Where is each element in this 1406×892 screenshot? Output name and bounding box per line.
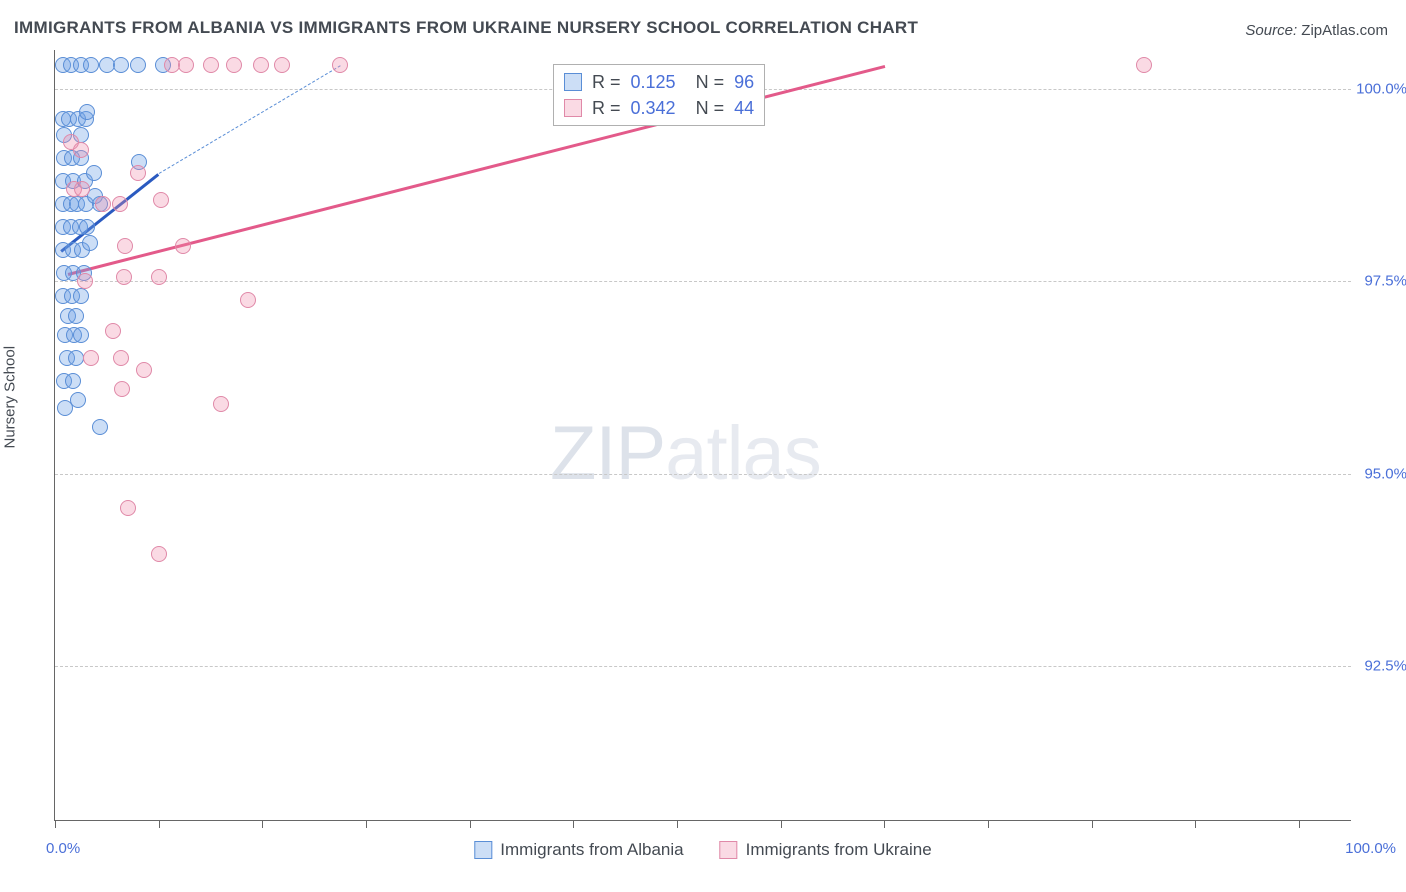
source-label: Source: — [1245, 22, 1297, 39]
scatter-point — [117, 238, 133, 254]
scatter-point — [68, 350, 84, 366]
y-tick-label: 95.0% — [1355, 465, 1406, 482]
scatter-point — [113, 350, 129, 366]
scatter-point — [120, 500, 136, 516]
chart-title: IMMIGRANTS FROM ALBANIA VS IMMIGRANTS FR… — [14, 18, 918, 38]
legend-swatch-icon — [720, 841, 738, 859]
scatter-plot-area: ZIPatlas 92.5%95.0%97.5%100.0% — [54, 50, 1351, 821]
gridline — [55, 666, 1351, 667]
scatter-point — [65, 373, 81, 389]
scatter-point — [82, 235, 98, 251]
source-name: ZipAtlas.com — [1301, 22, 1388, 39]
gridline — [55, 281, 1351, 282]
bottom-legend: Immigrants from Albania Immigrants from U… — [474, 840, 931, 860]
scatter-point — [79, 104, 95, 120]
scatter-point — [151, 546, 167, 562]
scatter-point — [1136, 57, 1152, 73]
x-tick — [1299, 820, 1300, 828]
x-tick — [159, 820, 160, 828]
scatter-point — [57, 400, 73, 416]
watermark-bold: ZIP — [550, 411, 665, 496]
correlation-stats-box: R = 0.125 N = 96R = 0.342 N = 44 — [553, 64, 765, 126]
scatter-point — [175, 238, 191, 254]
scatter-point — [274, 57, 290, 73]
legend-item: Immigrants from Ukraine — [720, 840, 932, 860]
source-attribution: Source: ZipAtlas.com — [1245, 22, 1388, 39]
x-tick — [470, 820, 471, 828]
scatter-point — [136, 362, 152, 378]
y-tick-label: 100.0% — [1355, 80, 1406, 97]
scatter-point — [332, 57, 348, 73]
stats-row: R = 0.125 N = 96 — [564, 69, 754, 95]
scatter-point — [95, 196, 111, 212]
legend-swatch-icon — [474, 841, 492, 859]
scatter-point — [83, 57, 99, 73]
scatter-point — [113, 57, 129, 73]
series-swatch-icon — [564, 73, 582, 91]
n-label: N = — [686, 98, 725, 119]
x-tick — [988, 820, 989, 828]
scatter-point — [73, 142, 89, 158]
scatter-point — [226, 57, 242, 73]
r-value: 0.342 — [631, 98, 676, 119]
legend-item: Immigrants from Albania — [474, 840, 683, 860]
y-tick-label: 97.5% — [1355, 273, 1406, 290]
scatter-point — [116, 269, 132, 285]
scatter-point — [74, 181, 90, 197]
scatter-point — [68, 308, 84, 324]
scatter-point — [77, 273, 93, 289]
scatter-point — [253, 57, 269, 73]
watermark-thin: atlas — [665, 411, 821, 496]
x-axis-max-label: 100.0% — [1345, 840, 1396, 857]
n-value: 96 — [734, 72, 754, 93]
scatter-point — [153, 192, 169, 208]
scatter-point — [83, 350, 99, 366]
x-tick — [884, 820, 885, 828]
r-label: R = — [592, 72, 621, 93]
x-tick — [677, 820, 678, 828]
x-tick — [262, 820, 263, 828]
scatter-point — [130, 57, 146, 73]
x-tick — [781, 820, 782, 828]
x-tick — [1195, 820, 1196, 828]
scatter-point — [105, 323, 121, 339]
scatter-point — [178, 57, 194, 73]
scatter-point — [130, 165, 146, 181]
scatter-point — [151, 269, 167, 285]
scatter-point — [73, 288, 89, 304]
legend-label: Immigrants from Albania — [500, 840, 683, 860]
x-tick — [366, 820, 367, 828]
r-value: 0.125 — [631, 72, 676, 93]
extrapolation-line — [158, 65, 340, 174]
n-label: N = — [686, 72, 725, 93]
scatter-point — [86, 165, 102, 181]
x-axis-min-label: 0.0% — [46, 840, 80, 857]
watermark-text: ZIPatlas — [550, 410, 821, 497]
scatter-point — [203, 57, 219, 73]
scatter-point — [112, 196, 128, 212]
scatter-point — [92, 419, 108, 435]
scatter-point — [240, 292, 256, 308]
scatter-point — [79, 219, 95, 235]
scatter-point — [213, 396, 229, 412]
legend-label: Immigrants from Ukraine — [746, 840, 932, 860]
series-swatch-icon — [564, 99, 582, 117]
scatter-point — [73, 327, 89, 343]
y-axis-label: Nursery School — [2, 346, 19, 449]
x-tick — [573, 820, 574, 828]
y-tick-label: 92.5% — [1355, 658, 1406, 675]
stats-row: R = 0.342 N = 44 — [564, 95, 754, 121]
r-label: R = — [592, 98, 621, 119]
x-tick — [55, 820, 56, 828]
n-value: 44 — [734, 98, 754, 119]
x-tick — [1092, 820, 1093, 828]
scatter-point — [114, 381, 130, 397]
gridline — [55, 474, 1351, 475]
